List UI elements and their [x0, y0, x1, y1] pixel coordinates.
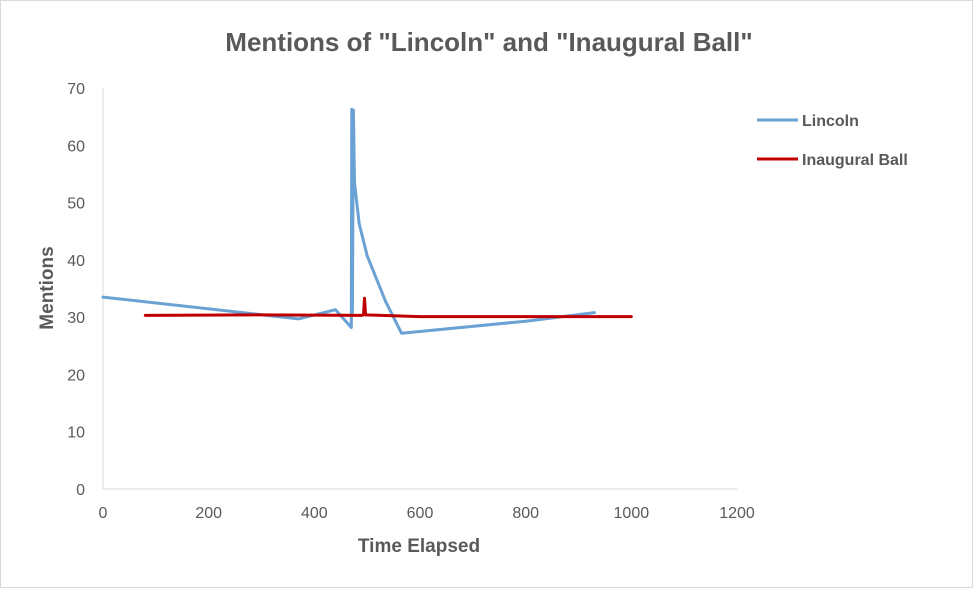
y-tick-label: 50	[67, 196, 85, 213]
x-axis-title: Time Elapsed	[358, 536, 480, 557]
y-tick-label: 20	[67, 367, 85, 384]
y-tick-label: 30	[67, 310, 85, 327]
x-tick-label: 1200	[719, 505, 755, 522]
y-tick-label: 10	[67, 425, 85, 442]
x-tick-label: 400	[301, 505, 328, 522]
legend-label: Lincoln	[802, 113, 859, 130]
y-axis-title: Mentions	[37, 246, 58, 329]
y-tick-label: 40	[67, 253, 85, 270]
chart-title: Mentions of "Lincoln" and "Inaugural Bal…	[225, 27, 752, 57]
series-line-inaugural-ball	[143, 296, 633, 319]
x-tick-label: 600	[407, 505, 434, 522]
x-tick-label: 1000	[614, 505, 650, 522]
series-layer	[101, 107, 633, 335]
y-tick-label: 60	[67, 138, 85, 155]
x-tick-label: 0	[99, 505, 108, 522]
x-tick-label: 800	[512, 505, 539, 522]
y-tick-label: 70	[67, 81, 85, 98]
legend-label: Inaugural Ball	[802, 152, 908, 169]
y-axis-ticks: 0 10 20 30 40 50 60 70	[67, 81, 85, 499]
x-tick-label: 200	[195, 505, 222, 522]
y-tick-label: 0	[76, 482, 85, 499]
series-line-lincoln	[101, 107, 596, 335]
legend: Lincoln Inaugural Ball	[757, 113, 908, 169]
x-axis-ticks: 0 200 400 600 800 1000 1200	[99, 505, 755, 522]
